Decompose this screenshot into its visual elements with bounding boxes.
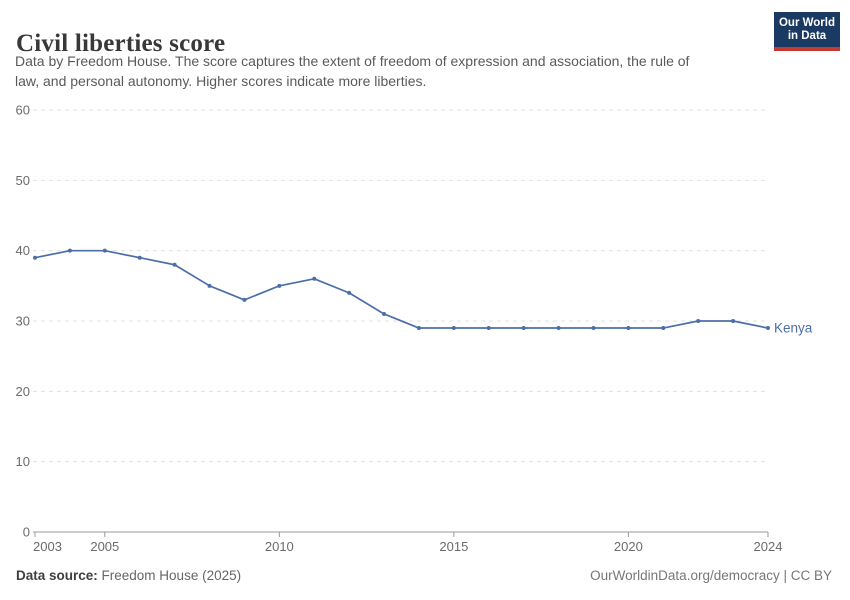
data-point (172, 262, 177, 267)
chart-subtitle-line1: Data by Freedom House. The score capture… (15, 53, 690, 69)
data-point (242, 297, 247, 302)
data-source-note: Data source: Freedom House (2025) (16, 568, 241, 583)
data-point (347, 290, 352, 295)
data-point (382, 311, 387, 316)
data-point (696, 319, 701, 323)
x-tick-label: 2020 (614, 539, 643, 554)
y-tick-label: 50 (16, 173, 30, 188)
x-tick-label: 2005 (90, 539, 119, 554)
data-point (451, 326, 456, 331)
data-line (34, 249, 769, 329)
data-point (67, 248, 72, 253)
x-tick-label: 2024 (754, 539, 783, 554)
data-point (731, 319, 736, 323)
data-source-label: Data source: (16, 568, 98, 583)
x-tick-label: 2010 (265, 539, 294, 554)
y-tick-label: 60 (16, 103, 30, 118)
data-point (207, 283, 212, 288)
data-source-value: Freedom House (2025) (97, 568, 242, 583)
data-point (137, 255, 142, 260)
data-point (556, 326, 561, 331)
data-point (486, 326, 491, 331)
y-tick-label: 10 (16, 454, 30, 469)
data-point (591, 326, 596, 331)
y-tick-label: 30 (16, 314, 30, 329)
license-link[interactable]: OurWorldinData.org/democracy | CC BY (590, 568, 832, 583)
series-end-label: Kenya (774, 321, 813, 336)
chart-subtitle: Data by Freedom House. The score capture… (15, 51, 689, 91)
y-tick-label: 0 (23, 525, 30, 540)
data-point (277, 283, 282, 288)
data-point (626, 326, 631, 331)
data-point (312, 276, 317, 281)
chart-subtitle-line2: law, and personal autonomy. Higher score… (15, 73, 427, 89)
data-point (416, 326, 421, 331)
chart-svg: 0 10 20 30 40 50 60 2003 2005 2010 2015 2020 2024 Ken… (16, 103, 813, 555)
data-point (766, 326, 770, 331)
data-point (521, 326, 526, 331)
y-tick-label: 40 (16, 243, 30, 258)
x-tick-label: 2015 (439, 539, 468, 554)
data-point (661, 326, 666, 331)
data-point (33, 255, 37, 260)
chart-area: 0 10 20 30 40 50 60 2003 2005 2010 2015 2020 2024 Ken… (0, 95, 850, 565)
x-tick-label: 2003 (33, 539, 62, 554)
data-point (102, 248, 107, 253)
owid-logo[interactable]: Our World in Data (774, 12, 840, 51)
y-tick-label: 20 (16, 384, 30, 399)
page-title: Civil liberties score (16, 29, 226, 57)
owid-logo-line2: in Data (787, 30, 827, 42)
owid-logo-line1: Our World (778, 17, 835, 29)
